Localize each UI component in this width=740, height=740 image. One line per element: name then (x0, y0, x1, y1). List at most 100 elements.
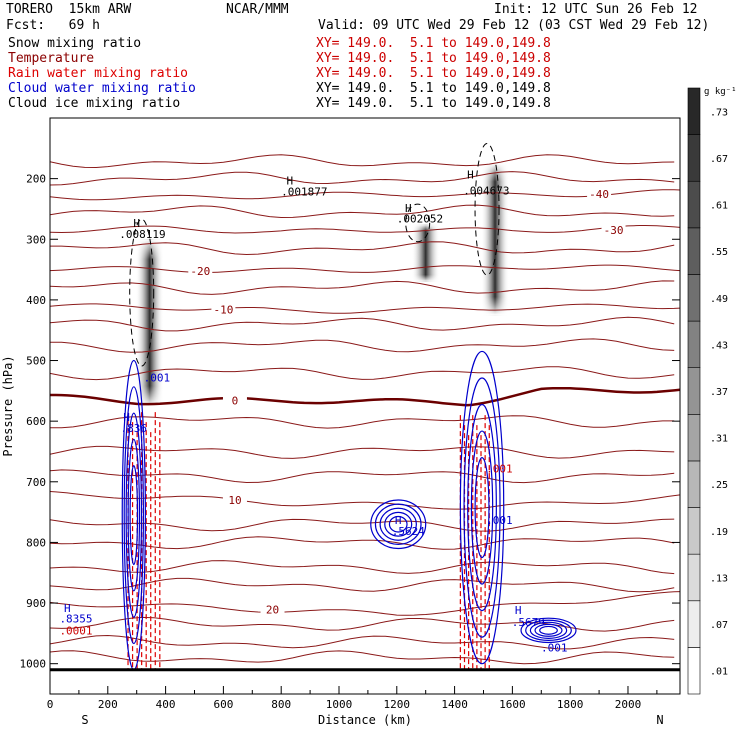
colorbar-segment (687, 227, 701, 275)
temperature-line (49, 154, 675, 169)
temperature-contours: -40 -30 -20 -10 0 10 20 (49, 154, 681, 665)
colorbar-segment (687, 180, 701, 229)
x-tick-label: 400 (156, 698, 176, 711)
extremum-label: .002052 (397, 212, 443, 225)
temperature-label-bg (601, 224, 626, 237)
field-name-cloud-ice: Cloud ice mixing ratio (8, 96, 181, 111)
temperature-line (49, 560, 675, 575)
temperature-label: 0 (232, 395, 239, 408)
y-tick-label: 300 (26, 233, 46, 246)
cloud-ice-contour (129, 218, 155, 367)
temperature-line (49, 616, 675, 632)
x-tick-label: 600 (213, 698, 233, 711)
temperature-label-bg (260, 603, 285, 616)
field-name-snow: Snow mixing ratio (8, 36, 142, 51)
y-tick-label: 900 (26, 597, 46, 610)
temperature-line (49, 316, 675, 332)
temperature-contour (49, 303, 681, 314)
temperature-label-bg (587, 187, 612, 200)
temperature-label-bg (222, 493, 247, 506)
extremum-label: .001 (541, 642, 568, 655)
x-tick-label: 1600 (499, 698, 526, 711)
north-label: N (656, 713, 663, 727)
extremum-label: .001 (486, 514, 513, 527)
org-label: NCAR/MMM (226, 2, 289, 17)
extremum-label: .001 (144, 372, 171, 385)
colorbar-segment (687, 553, 701, 602)
extremum-label: H (123, 411, 130, 424)
colorbar-segment (687, 460, 701, 508)
cloud-water-contour (467, 403, 497, 612)
cloud-water-contour (474, 456, 490, 559)
temperature-label: -40 (589, 188, 609, 201)
temperature-label-bg (222, 394, 247, 407)
temperature-line (49, 338, 675, 353)
extrema-annotations: H.008119H.001877H.002052H.004673H.836H.5… (59, 169, 567, 655)
temperature-label: 20 (266, 604, 279, 617)
colorbar-label: .37 (710, 387, 728, 398)
x-tick-label: 200 (98, 698, 118, 711)
cloud-water-contour (463, 377, 501, 638)
temperature-line (49, 366, 675, 381)
colorbar-segment (687, 134, 701, 182)
x-axis-title: Distance (km) (318, 713, 412, 727)
cloud-ice-contour (405, 203, 431, 243)
colorbar-segment (687, 367, 701, 415)
x-tick-label: 800 (271, 698, 291, 711)
cloud-water-contour (123, 386, 145, 645)
temperature-contour (49, 591, 681, 616)
colorbar: .01 .07 .13 .19 .25 .31 .37 .43 .49 .55 .61 .67 .73 g… (687, 87, 737, 695)
field-xy-snow: XY= 149.0. 5.1 to 149.0,149.8 (316, 36, 551, 51)
colorbar-label: .07 (710, 620, 728, 631)
field-name-temperature: Temperature (8, 51, 95, 66)
temperature-line (49, 204, 675, 219)
extremum-label: .5679 (512, 616, 545, 629)
cloud-ice-contours (129, 142, 500, 367)
south-label: S (81, 713, 88, 727)
cloud-water-contour (539, 625, 558, 635)
field-xy-cloud-water: XY= 149.0. 5.1 to 149.0,149.8 (316, 81, 551, 96)
colorbar-segment (687, 87, 701, 135)
x-tick-label: 2000 (615, 698, 642, 711)
temperature-label: -30 (604, 224, 624, 237)
temperature-label-bg (188, 264, 213, 277)
temperature-line (49, 518, 675, 532)
extremum-label: H (395, 514, 402, 527)
snow-plume-fade-1 (481, 163, 510, 316)
extremum-label: .008119 (119, 228, 165, 241)
colorbar-label: .55 (710, 247, 728, 258)
temperature-contour (49, 491, 681, 510)
field-xy-temperature: XY= 149.0. 5.1 to 149.0,149.8 (316, 51, 551, 66)
temperature-label: -10 (213, 304, 233, 317)
cloud-water-contour (529, 621, 568, 639)
cloud-water-contour (388, 515, 408, 533)
colorbar-segment (687, 320, 701, 368)
y-tick-label: 800 (26, 536, 46, 549)
y-tick-label: 500 (26, 355, 46, 368)
extremum-label: H (133, 217, 140, 230)
y-tick-label: 1000 (20, 658, 47, 671)
axes: 0 200 400 600 800 1000 1200 1400 1600 1800 2000200… (1, 117, 681, 727)
extremum-label: .8355 (59, 612, 92, 625)
x-tick-label: 0 (47, 698, 54, 711)
colorbar-label: .49 (710, 294, 728, 305)
extremum-label: .836 (121, 422, 148, 435)
x-tick-label: 1400 (441, 698, 468, 711)
extremum-label: H (64, 602, 71, 615)
colorbar-unit: g kg⁻¹ (704, 87, 737, 97)
colorbar-label: .73 (710, 107, 728, 118)
plot-frame (49, 117, 681, 695)
temperature-label: 10 (228, 494, 241, 507)
temperature-label: -20 (190, 265, 210, 278)
y-tick-label: 700 (26, 476, 46, 489)
cloud-water-contour (127, 438, 141, 592)
forecast-hour: Fcst: 69 h (6, 18, 100, 33)
temperature-line (49, 280, 675, 295)
colorbar-segment (687, 274, 701, 322)
temperature-contour (49, 189, 681, 201)
extremum-label: .004673 (463, 184, 509, 197)
colorbar-label: .43 (710, 340, 728, 351)
extremum-label: H (405, 202, 412, 215)
cloud-water-contour (384, 511, 413, 537)
cloud-ice-contour (474, 142, 500, 276)
